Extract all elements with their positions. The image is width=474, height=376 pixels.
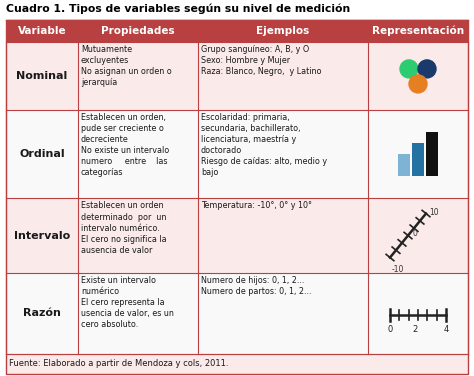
Bar [6,20,468,42]
Text: Ejemplos: Ejemplos [256,26,310,36]
Text: Propiedades: Propiedades [101,26,175,36]
Bar [6,110,468,199]
Text: Mutuamente
excluyentes
No asignan un orden o
jerarquía: Mutuamente excluyentes No asignan un ord… [81,45,172,87]
Bar [412,143,424,176]
Circle shape [418,60,436,78]
Text: 2: 2 [412,325,418,334]
Text: Numero de hijos: 0, 1, 2...
Numero de partos: 0, 1, 2...: Numero de hijos: 0, 1, 2... Numero de pa… [201,276,311,296]
Text: Representación: Representación [372,26,464,36]
Circle shape [400,60,418,78]
Bar [6,273,468,354]
Text: 0: 0 [387,325,392,334]
Bar [398,154,410,176]
Text: Establecen un orden,
pude ser creciente o
decreciente
No existe un intervalo
num: Establecen un orden, pude ser creciente … [81,113,169,177]
Text: Nominal: Nominal [17,71,68,81]
Text: Fuente: Elaborado a partir de Mendoza y cols, 2011.: Fuente: Elaborado a partir de Mendoza y … [9,359,228,368]
Text: Escolaridad: primaria,
secundaria, bachillerato,
licenciatura, maestría y
doctor: Escolaridad: primaria, secundaria, bachi… [201,113,327,177]
Text: 4: 4 [443,325,448,334]
Text: Ordinal: Ordinal [19,149,65,159]
Text: Temperatura: -10°, 0° y 10°: Temperatura: -10°, 0° y 10° [201,202,312,211]
Bar [6,42,468,110]
Bar [6,354,468,374]
Circle shape [409,75,427,93]
Bar [6,199,468,273]
Text: Grupo sanguíneo: A, B, y O
Sexo: Hombre y Mujer
Raza: Blanco, Negro,  y Latino: Grupo sanguíneo: A, B, y O Sexo: Hombre … [201,45,321,76]
Text: Intervalo: Intervalo [14,230,70,241]
Text: 0: 0 [413,229,418,238]
Text: Razón: Razón [23,308,61,318]
Text: Existe un intervalo
numérico
El cero representa la
usencia de valor, es un
cero : Existe un intervalo numérico El cero rep… [81,276,174,329]
Text: 10: 10 [429,208,438,217]
Text: -10: -10 [392,265,404,273]
Text: Cuadro 1. Tipos de variables según su nivel de medición: Cuadro 1. Tipos de variables según su ni… [6,4,350,15]
Text: Variable: Variable [18,26,66,36]
Text: Establecen un orden
determinado  por  un
intervalo numérico.
El cero no signific: Establecen un orden determinado por un i… [81,202,167,255]
Bar [426,132,438,176]
